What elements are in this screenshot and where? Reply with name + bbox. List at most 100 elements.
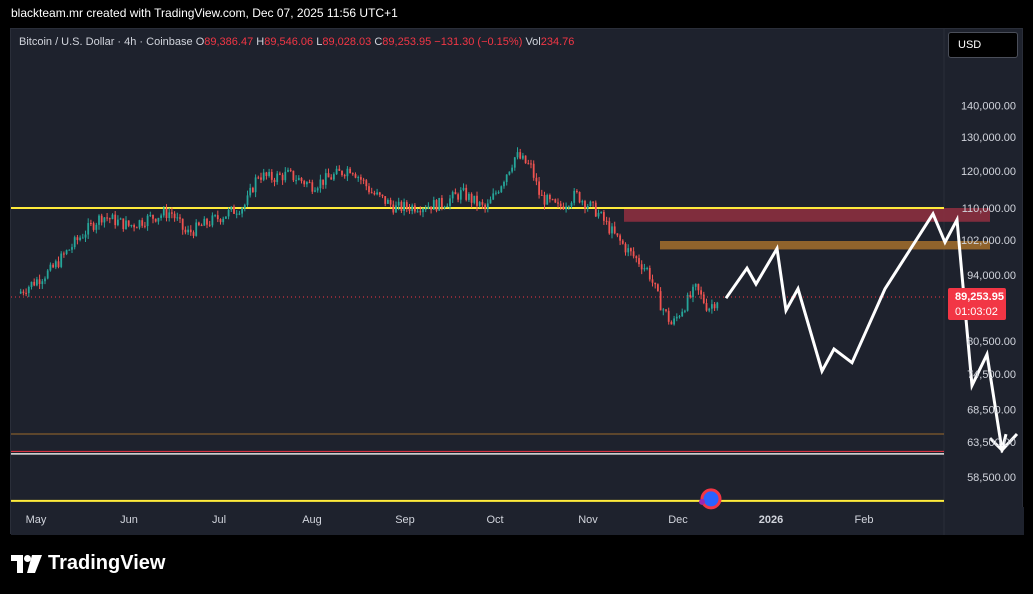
candle-body	[354, 174, 357, 178]
candle-body	[654, 282, 657, 285]
candle-body	[516, 152, 519, 158]
candle-body	[189, 229, 192, 233]
candle-body	[562, 206, 565, 210]
candle-body	[592, 201, 594, 203]
candle-body	[100, 215, 103, 223]
candle-body	[211, 215, 214, 226]
ohlc-legend: Bitcoin / U.S. Dollar · 4h · Coinbase O8…	[19, 36, 574, 48]
candle-body	[257, 177, 260, 179]
candle-body	[327, 173, 330, 178]
candle-body	[316, 188, 319, 191]
candle-body	[414, 205, 416, 212]
candle-body	[694, 283, 697, 287]
x-tick-label: Jun	[120, 514, 138, 526]
candle-body	[295, 180, 297, 182]
candle-body	[581, 201, 584, 203]
candle-body	[287, 169, 289, 172]
candle-body	[527, 163, 530, 165]
candle-body	[689, 294, 692, 298]
y-tick-label: 140,000.00	[961, 100, 1016, 112]
candle-body	[241, 208, 243, 214]
candle-body	[343, 175, 346, 177]
candle-body	[543, 195, 546, 205]
candle-body	[673, 318, 675, 325]
candle-body	[235, 213, 238, 215]
candle-body	[216, 215, 219, 220]
candle-body	[570, 202, 573, 207]
x-tick-label: Dec	[668, 514, 688, 526]
candle-body	[702, 294, 705, 304]
candle-body	[651, 279, 654, 283]
candle-body	[705, 303, 708, 311]
candle-body	[497, 192, 500, 194]
candle-body	[611, 226, 613, 234]
candle-body	[643, 268, 646, 270]
candle-body	[432, 200, 435, 210]
candle-body	[200, 225, 203, 227]
candle-body	[613, 226, 616, 234]
candle-body	[341, 170, 343, 176]
candle-body	[195, 222, 198, 236]
candle-body	[470, 193, 473, 203]
candle-body	[648, 267, 651, 280]
candle-body	[449, 198, 451, 206]
candle-body	[384, 196, 387, 204]
candle-body	[503, 182, 505, 187]
candle-body	[584, 201, 586, 209]
y-tick-label: 94,000.00	[967, 270, 1016, 282]
candle-body	[713, 304, 716, 309]
candle-body	[608, 221, 611, 234]
change-value: −131.30 (−0.15%)	[434, 36, 523, 48]
zone-1	[660, 240, 990, 250]
currency-button[interactable]: USD	[948, 32, 1018, 58]
candle-body	[65, 250, 68, 254]
candle-body	[405, 202, 408, 209]
candle-body	[303, 181, 306, 185]
candle-body	[665, 309, 667, 311]
x-tick-label: May	[26, 514, 47, 526]
candle-body	[621, 240, 624, 244]
candle-body	[246, 195, 249, 205]
candle-body	[427, 206, 430, 209]
candle-body	[314, 190, 316, 192]
candle-body	[270, 171, 273, 180]
candle-body	[540, 194, 543, 196]
candle-body	[292, 170, 295, 181]
candle-body	[451, 192, 454, 199]
candle-body	[330, 177, 333, 180]
candle-body	[138, 220, 141, 228]
projection-arrowhead	[988, 433, 1008, 454]
candle-body	[335, 168, 338, 175]
candle-body	[600, 212, 603, 214]
candle-body	[670, 321, 673, 325]
candle-body	[446, 205, 449, 208]
candle-body	[117, 219, 119, 226]
candle-body	[41, 281, 44, 285]
candle-body	[192, 232, 195, 236]
candle-body	[73, 237, 76, 248]
candle-body	[551, 199, 554, 201]
candles	[19, 147, 719, 326]
candle-body	[30, 281, 33, 287]
candle-body	[233, 206, 235, 214]
candle-body	[605, 220, 608, 222]
chart-panel[interactable]: 140,000.00 130,000.00 120,000.00 110,000.00…	[10, 28, 1024, 535]
last-price-countdown: 01:03:02	[955, 306, 998, 318]
candle-body	[716, 302, 719, 309]
candle-body	[370, 192, 373, 194]
candle-body	[486, 203, 489, 209]
candle-body	[38, 279, 41, 285]
candle-body	[265, 172, 268, 176]
candle-body	[578, 192, 581, 203]
close-value: 89,253.95	[382, 36, 432, 48]
candle-body	[478, 202, 481, 206]
candle-body	[108, 218, 111, 220]
candle-body	[659, 291, 662, 311]
candle-body	[206, 218, 208, 225]
symbol-description: Bitcoin / U.S. Dollar · 4h · Coinbase	[19, 36, 193, 48]
price-chart[interactable]: 140,000.00 130,000.00 120,000.00 110,000.00…	[11, 29, 1024, 535]
candle-body	[141, 220, 144, 226]
candle-body	[513, 157, 516, 168]
y-tick-label: 63,500.00	[967, 437, 1016, 449]
volume-value: 234.76	[540, 36, 575, 48]
